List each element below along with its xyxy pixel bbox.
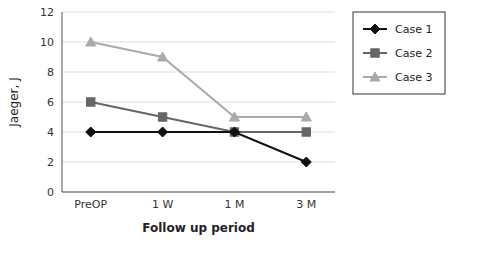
series-marker	[229, 127, 239, 137]
series	[87, 98, 311, 136]
x-tick-label: 1 W	[152, 198, 173, 211]
grid-line	[62, 162, 335, 163]
chart-container: 0 2 4 6 8 10 12 PreOP 1 W 1 M 3 M Follow up period J…	[0, 0, 500, 256]
series-marker	[86, 37, 96, 46]
x-tick-label: PreOP	[74, 198, 107, 211]
legend-label: Case 1	[395, 23, 432, 36]
series-marker	[302, 128, 310, 136]
x-axis-label: Follow up period	[142, 221, 255, 235]
series-marker	[158, 52, 168, 61]
series-marker	[86, 127, 96, 137]
y-tick-label: 8	[47, 66, 54, 79]
grid-line	[62, 72, 335, 73]
legend-marker	[371, 49, 379, 57]
legend-label: Case 3	[395, 71, 432, 84]
series-marker	[301, 112, 311, 121]
series-marker	[87, 98, 95, 106]
legend-box	[353, 12, 445, 94]
legend-marker	[370, 72, 380, 81]
grid-line	[62, 192, 335, 193]
grid-line	[62, 12, 335, 13]
y-axis	[62, 12, 63, 192]
series-line	[91, 42, 307, 117]
x-tick-label: 1 M	[224, 198, 244, 211]
legend-marker	[370, 24, 380, 34]
legend-label: Case 2	[395, 47, 432, 60]
x-tick-label: 3 M	[296, 198, 316, 211]
y-tick-label: 0	[47, 186, 54, 199]
plot-area	[86, 37, 312, 167]
y-tick-label: 12	[40, 6, 54, 19]
y-tick-label: 10	[40, 36, 54, 49]
grid-line	[62, 42, 335, 43]
series-line	[91, 132, 307, 162]
series	[86, 127, 312, 167]
x-axis	[62, 192, 335, 193]
y-axis-label: Jaeger, J	[7, 77, 21, 127]
y-tick-label: 6	[47, 96, 54, 109]
series-marker	[158, 127, 168, 137]
grid-line	[62, 102, 335, 103]
series-marker	[158, 113, 166, 121]
y-tick-label: 4	[47, 126, 54, 139]
series-marker	[230, 128, 238, 136]
y-tick-label: 2	[47, 156, 54, 169]
legend: Case 1 Case 2 Case 3	[353, 12, 445, 94]
series-marker	[229, 112, 239, 121]
chart: 0 2 4 6 8 10 12 PreOP 1 W 1 M 3 M Follow up period J…	[0, 0, 500, 256]
series-marker	[301, 157, 311, 167]
series-line	[91, 102, 307, 132]
